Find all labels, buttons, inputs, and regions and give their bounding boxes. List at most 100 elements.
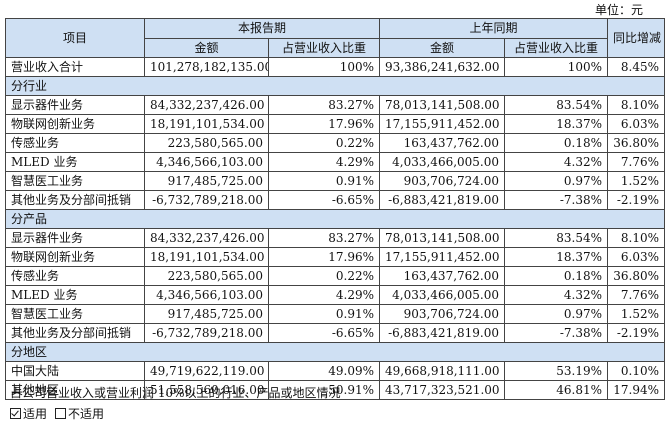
cell-prior-amount: 17,155,911,452.00 bbox=[379, 247, 506, 267]
row-label: 显示器件业务 bbox=[5, 228, 145, 248]
total-prior-ratio: 100% bbox=[504, 57, 609, 77]
cell-current-ratio: 0.91% bbox=[267, 304, 381, 324]
checkbox-applicable[interactable] bbox=[10, 408, 21, 419]
cell-prior-ratio: 83.54% bbox=[504, 228, 609, 248]
row-label: 其他地区 bbox=[5, 380, 145, 400]
cell-prior-amount: 43,717,323,521.00 bbox=[379, 380, 506, 400]
cell-yoy: 6.03% bbox=[607, 114, 666, 134]
cell-prior-amount: 17,155,911,452.00 bbox=[379, 114, 506, 134]
row-label: 物联网创新业务 bbox=[5, 114, 145, 134]
table-row: MLED 业务 4,346,566,103.00 4.29% 4,033,466,00… bbox=[5, 152, 666, 172]
option-applicable[interactable]: 适用 bbox=[10, 405, 47, 422]
cell-prior-ratio: -7.38% bbox=[504, 323, 609, 343]
row-label: 智慧医工业务 bbox=[5, 171, 145, 191]
cell-yoy: 6.03% bbox=[607, 247, 666, 267]
section-title: 分行业 bbox=[4, 76, 666, 96]
cell-prior-ratio: 83.54% bbox=[504, 95, 609, 115]
applicability-options: 适用 不适用 bbox=[10, 405, 112, 422]
table-row: 传感业务 223,580,565.00 0.22% 163,437,762.00 0.1… bbox=[5, 266, 666, 286]
table-row: 显示器件业务 84,332,237,426.00 83.27% 78,013,141,… bbox=[5, 95, 666, 115]
row-label: 其他业务及分部间抵销 bbox=[5, 323, 145, 343]
total-row: 营业收入合计 101,278,182,135.00 100% 93,386,24… bbox=[5, 57, 666, 77]
option-applicable-label: 适用 bbox=[23, 407, 48, 421]
table-row: 中国大陆 49,719,622,119.00 49.09% 49,668,918,11… bbox=[5, 361, 666, 381]
header-current-amount: 金额 bbox=[144, 38, 269, 58]
cell-yoy: 36.80% bbox=[607, 133, 666, 153]
row-label: 显示器件业务 bbox=[5, 95, 145, 115]
cell-yoy: 7.76% bbox=[607, 152, 666, 172]
table-row: 其他地区 51,558,560,016.00 50.91% 43,717,323,52… bbox=[5, 380, 666, 400]
cell-current-ratio: 83.27% bbox=[267, 95, 381, 115]
cell-prior-amount: -6,883,421,819.00 bbox=[379, 323, 506, 343]
cell-prior-amount: 903,706,724.00 bbox=[379, 304, 506, 324]
cell-yoy: 1.52% bbox=[607, 171, 666, 191]
footnote: 占公司营业收入或营业利润 10%以上的行业、产品或地区情况 bbox=[10, 386, 341, 400]
cell-yoy: -2.19% bbox=[607, 190, 666, 210]
cell-prior-amount: 4,033,466,005.00 bbox=[379, 152, 506, 172]
cell-prior-ratio: 0.97% bbox=[504, 171, 609, 191]
cell-prior-ratio: 4.32% bbox=[504, 285, 609, 305]
header-item: 项目 bbox=[5, 18, 145, 58]
cell-current-ratio: -6.65% bbox=[267, 323, 381, 343]
table-row: 其他业务及分部间抵销 -6,732,789,218.00 -6.65% -6,883,… bbox=[5, 323, 666, 343]
header-prior-ratio: 占营业收入比重 bbox=[504, 38, 609, 58]
section-title: 分地区 bbox=[4, 342, 666, 362]
section-title: 分产品 bbox=[4, 209, 666, 229]
cell-prior-ratio: 18.37% bbox=[504, 247, 609, 267]
table-row: 智慧医工业务 917,485,725.00 0.91% 903,706,724.00 0… bbox=[5, 304, 666, 324]
unit-label: 单位：元 bbox=[594, 3, 643, 17]
cell-current-ratio: -6.65% bbox=[267, 190, 381, 210]
cell-yoy: 8.10% bbox=[607, 95, 666, 115]
header-current-ratio: 占营业收入比重 bbox=[267, 38, 381, 58]
option-not-applicable-label: 不适用 bbox=[68, 407, 105, 421]
cell-current-amount: 84,332,237,426.00 bbox=[144, 228, 269, 248]
cell-current-amount: 917,485,725.00 bbox=[144, 304, 269, 324]
cell-current-ratio: 17.96% bbox=[267, 247, 381, 267]
option-not-applicable[interactable]: 不适用 bbox=[55, 405, 104, 422]
total-label: 营业收入合计 bbox=[5, 57, 145, 77]
cell-prior-amount: 49,668,918,111.00 bbox=[379, 361, 506, 381]
table-row: 其他业务及分部间抵销 -6,732,789,218.00 -6.65% -6,883,… bbox=[5, 190, 666, 210]
header-yoy: 同比增减 bbox=[607, 18, 666, 58]
total-yoy: 8.45% bbox=[607, 57, 666, 77]
cell-current-amount: 18,191,101,534.00 bbox=[144, 114, 269, 134]
cell-yoy: 7.76% bbox=[607, 285, 666, 305]
table-row: 智慧医工业务 917,485,725.00 0.91% 903,706,724.00 0… bbox=[5, 171, 666, 191]
revenue-table: 项目 本报告期 上年同期 同比增减 金额 占营业收入比重 金额 占营业收入比重 … bbox=[4, 18, 666, 400]
header-prior-period: 上年同期 bbox=[379, 18, 609, 39]
section-header-row: 分产品 bbox=[4, 209, 666, 229]
cell-yoy: 1.52% bbox=[607, 304, 666, 324]
cell-yoy: 17.94% bbox=[607, 380, 666, 400]
cell-current-amount: 4,346,566,103.00 bbox=[144, 285, 269, 305]
table-row: 物联网创新业务 18,191,101,534.00 17.96% 17,155,911… bbox=[5, 247, 666, 267]
header-current-period: 本报告期 bbox=[143, 18, 381, 39]
section-header-row: 分行业 bbox=[4, 76, 666, 96]
cell-prior-ratio: -7.38% bbox=[504, 190, 609, 210]
row-label: 其他业务及分部间抵销 bbox=[5, 190, 145, 210]
cell-current-amount: 4,346,566,103.00 bbox=[144, 152, 269, 172]
cell-yoy: -2.19% bbox=[607, 323, 666, 343]
cell-current-amount: 223,580,565.00 bbox=[144, 266, 269, 286]
row-label: 智慧医工业务 bbox=[5, 304, 145, 324]
checkbox-not-applicable[interactable] bbox=[55, 408, 67, 419]
cell-current-amount: 84,332,237,426.00 bbox=[144, 95, 269, 115]
header-prior-amount: 金额 bbox=[379, 38, 506, 58]
table-row: 显示器件业务 84,332,237,426.00 83.27% 78,013,141,… bbox=[5, 228, 666, 248]
cell-prior-ratio: 18.37% bbox=[504, 114, 609, 134]
cell-yoy: 36.80% bbox=[607, 266, 666, 286]
cell-current-ratio: 17.96% bbox=[267, 114, 381, 134]
cell-current-ratio: 49.09% bbox=[267, 361, 381, 381]
cell-prior-ratio: 0.18% bbox=[504, 266, 609, 286]
cell-yoy: 0.10% bbox=[607, 361, 666, 381]
cell-current-ratio: 0.91% bbox=[267, 171, 381, 191]
total-current-ratio: 100% bbox=[267, 57, 381, 77]
table-row: MLED 业务 4,346,566,103.00 4.29% 4,033,466,00… bbox=[5, 285, 666, 305]
cell-prior-amount: -6,883,421,819.00 bbox=[379, 190, 506, 210]
cell-current-ratio: 4.29% bbox=[267, 152, 381, 172]
cell-prior-amount: 78,013,141,508.00 bbox=[379, 228, 506, 248]
cell-prior-amount: 78,013,141,508.00 bbox=[379, 95, 506, 115]
cell-current-ratio: 50.91% bbox=[267, 380, 381, 400]
cell-current-ratio: 4.29% bbox=[267, 285, 381, 305]
row-label: 物联网创新业务 bbox=[5, 247, 145, 267]
cell-current-amount: 18,191,101,534.00 bbox=[144, 247, 269, 267]
